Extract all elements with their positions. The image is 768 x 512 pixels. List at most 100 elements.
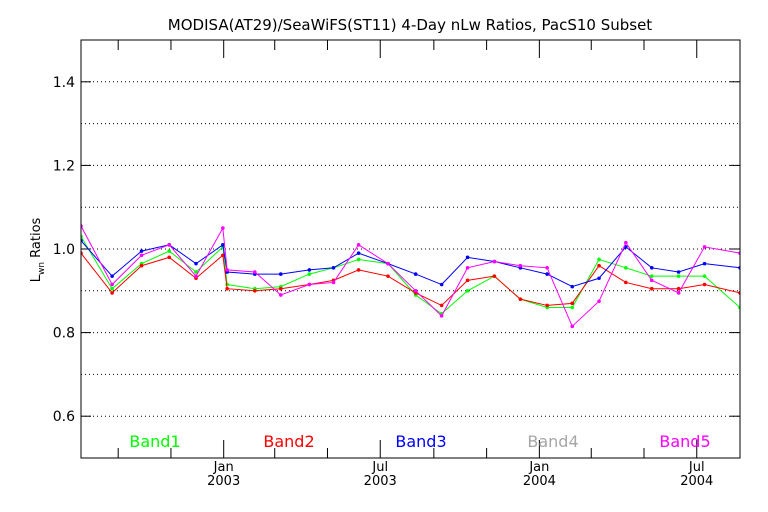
data-point-band3: [676, 270, 681, 274]
data-point-band5: [492, 259, 497, 264]
legend: Band1 Band2 Band3 Band4 Band5: [129, 432, 710, 451]
data-point-band5: [702, 245, 707, 249]
x-tick-label-year: 2003: [207, 474, 240, 489]
data-point-band5: [413, 289, 418, 293]
data-point-band2: [253, 289, 257, 293]
data-point-band1: [649, 274, 654, 278]
data-point-band5: [110, 282, 114, 287]
data-point-band1: [465, 289, 470, 293]
data-point-band5: [439, 314, 444, 318]
legend-entry-band2: Band2: [263, 432, 314, 451]
data-point-band3: [570, 284, 575, 289]
data-point-band3: [624, 245, 628, 249]
data-point-band3: [307, 268, 312, 272]
x-tick-label-month: Jan: [213, 460, 234, 475]
y-axis: 0.6 0.8 1.0 1.2 1.4: [53, 75, 740, 425]
data-point-band5: [386, 261, 390, 266]
data-point-band5: [570, 324, 575, 329]
data-point-band5: [465, 266, 470, 270]
data-point-band1: [597, 257, 601, 262]
data-point-band2: [356, 268, 361, 272]
data-point-band2: [649, 286, 654, 291]
series-band5: [81, 224, 740, 329]
data-point-band3: [139, 249, 144, 253]
data-point-band1: [624, 266, 628, 270]
data-point-band2: [702, 282, 707, 287]
y-axis-label-main: L: [29, 274, 44, 282]
data-point-band5: [624, 240, 628, 245]
data-point-band2: [386, 274, 390, 278]
y-tick-label: 0.8: [53, 326, 75, 342]
data-point-band3: [110, 274, 114, 278]
data-point-band5: [518, 263, 523, 268]
data-point-band5: [194, 274, 198, 278]
data-point-band5: [307, 282, 312, 287]
data-point-band1: [110, 286, 114, 291]
data-point-band3: [439, 282, 444, 287]
data-point-band2: [225, 286, 229, 291]
chart-title: MODISA(AT29)/SeaWiFS(ST11) 4-Day nLw Rat…: [168, 16, 653, 34]
data-point-band2: [110, 291, 114, 295]
data-point-band5: [225, 268, 229, 272]
data-point-band5: [597, 299, 601, 304]
data-point-band1: [702, 274, 707, 278]
data-point-band1: [307, 272, 312, 276]
data-point-band3: [597, 276, 601, 281]
y-tick-label: 1.2: [53, 158, 75, 174]
data-point-band2: [465, 278, 470, 283]
y-tick-label: 0.6: [53, 409, 75, 425]
data-point-band3: [331, 266, 336, 270]
data-point-band5: [167, 243, 172, 247]
data-point-band5: [221, 226, 225, 230]
data-point-band2: [278, 286, 283, 291]
plot-frame: [80, 39, 741, 459]
x-tick-label-month: Jan: [528, 460, 549, 475]
data-point-band1: [570, 305, 575, 310]
data-point-band2: [570, 301, 575, 306]
data-point-band3: [702, 261, 707, 266]
data-point-band5: [139, 253, 144, 258]
data-point-band5: [278, 293, 283, 297]
data-point-band2: [439, 303, 444, 308]
data-series: [81, 224, 740, 329]
data-point-band5: [331, 280, 336, 285]
legend-entry-band3: Band3: [395, 432, 446, 451]
x-tick-label-month: Jul: [688, 460, 705, 475]
x-tick-label-year: 2004: [680, 474, 713, 489]
data-point-band2: [676, 286, 681, 291]
data-point-band5: [356, 243, 361, 247]
y-tick-label: 1.0: [53, 242, 75, 258]
data-point-band3: [278, 272, 283, 276]
data-point-band2: [518, 297, 523, 301]
y-axis-label-rest: Ratios: [29, 217, 44, 262]
y-tick-label: 1.4: [53, 75, 75, 91]
data-point-band3: [545, 272, 549, 276]
data-point-band3: [221, 243, 225, 247]
y-axis-label: Lwn Ratios: [29, 217, 47, 282]
data-point-band1: [167, 249, 172, 253]
series-line-band5: [81, 225, 740, 328]
data-point-band2: [492, 274, 497, 278]
data-point-band2: [597, 263, 601, 268]
data-point-band2: [624, 280, 628, 285]
legend-entry-band5: Band5: [659, 432, 710, 451]
data-point-band3: [356, 251, 361, 255]
data-point-band3: [465, 255, 470, 260]
legend-entry-band1: Band1: [129, 432, 180, 451]
data-point-band5: [545, 266, 549, 270]
data-point-band1: [356, 257, 361, 262]
x-tick-label-year: 2004: [523, 474, 556, 489]
data-point-band2: [167, 255, 172, 260]
data-point-band3: [649, 266, 654, 270]
data-point-band5: [649, 278, 654, 283]
series-line-band2: [81, 252, 740, 307]
data-point-band2: [221, 253, 225, 258]
data-point-band2: [139, 263, 144, 268]
data-point-band1: [194, 270, 198, 274]
data-point-band5: [676, 291, 681, 295]
y-axis-label-subscript: wn: [37, 262, 47, 275]
legend-entry-band4: Band4: [527, 432, 578, 451]
